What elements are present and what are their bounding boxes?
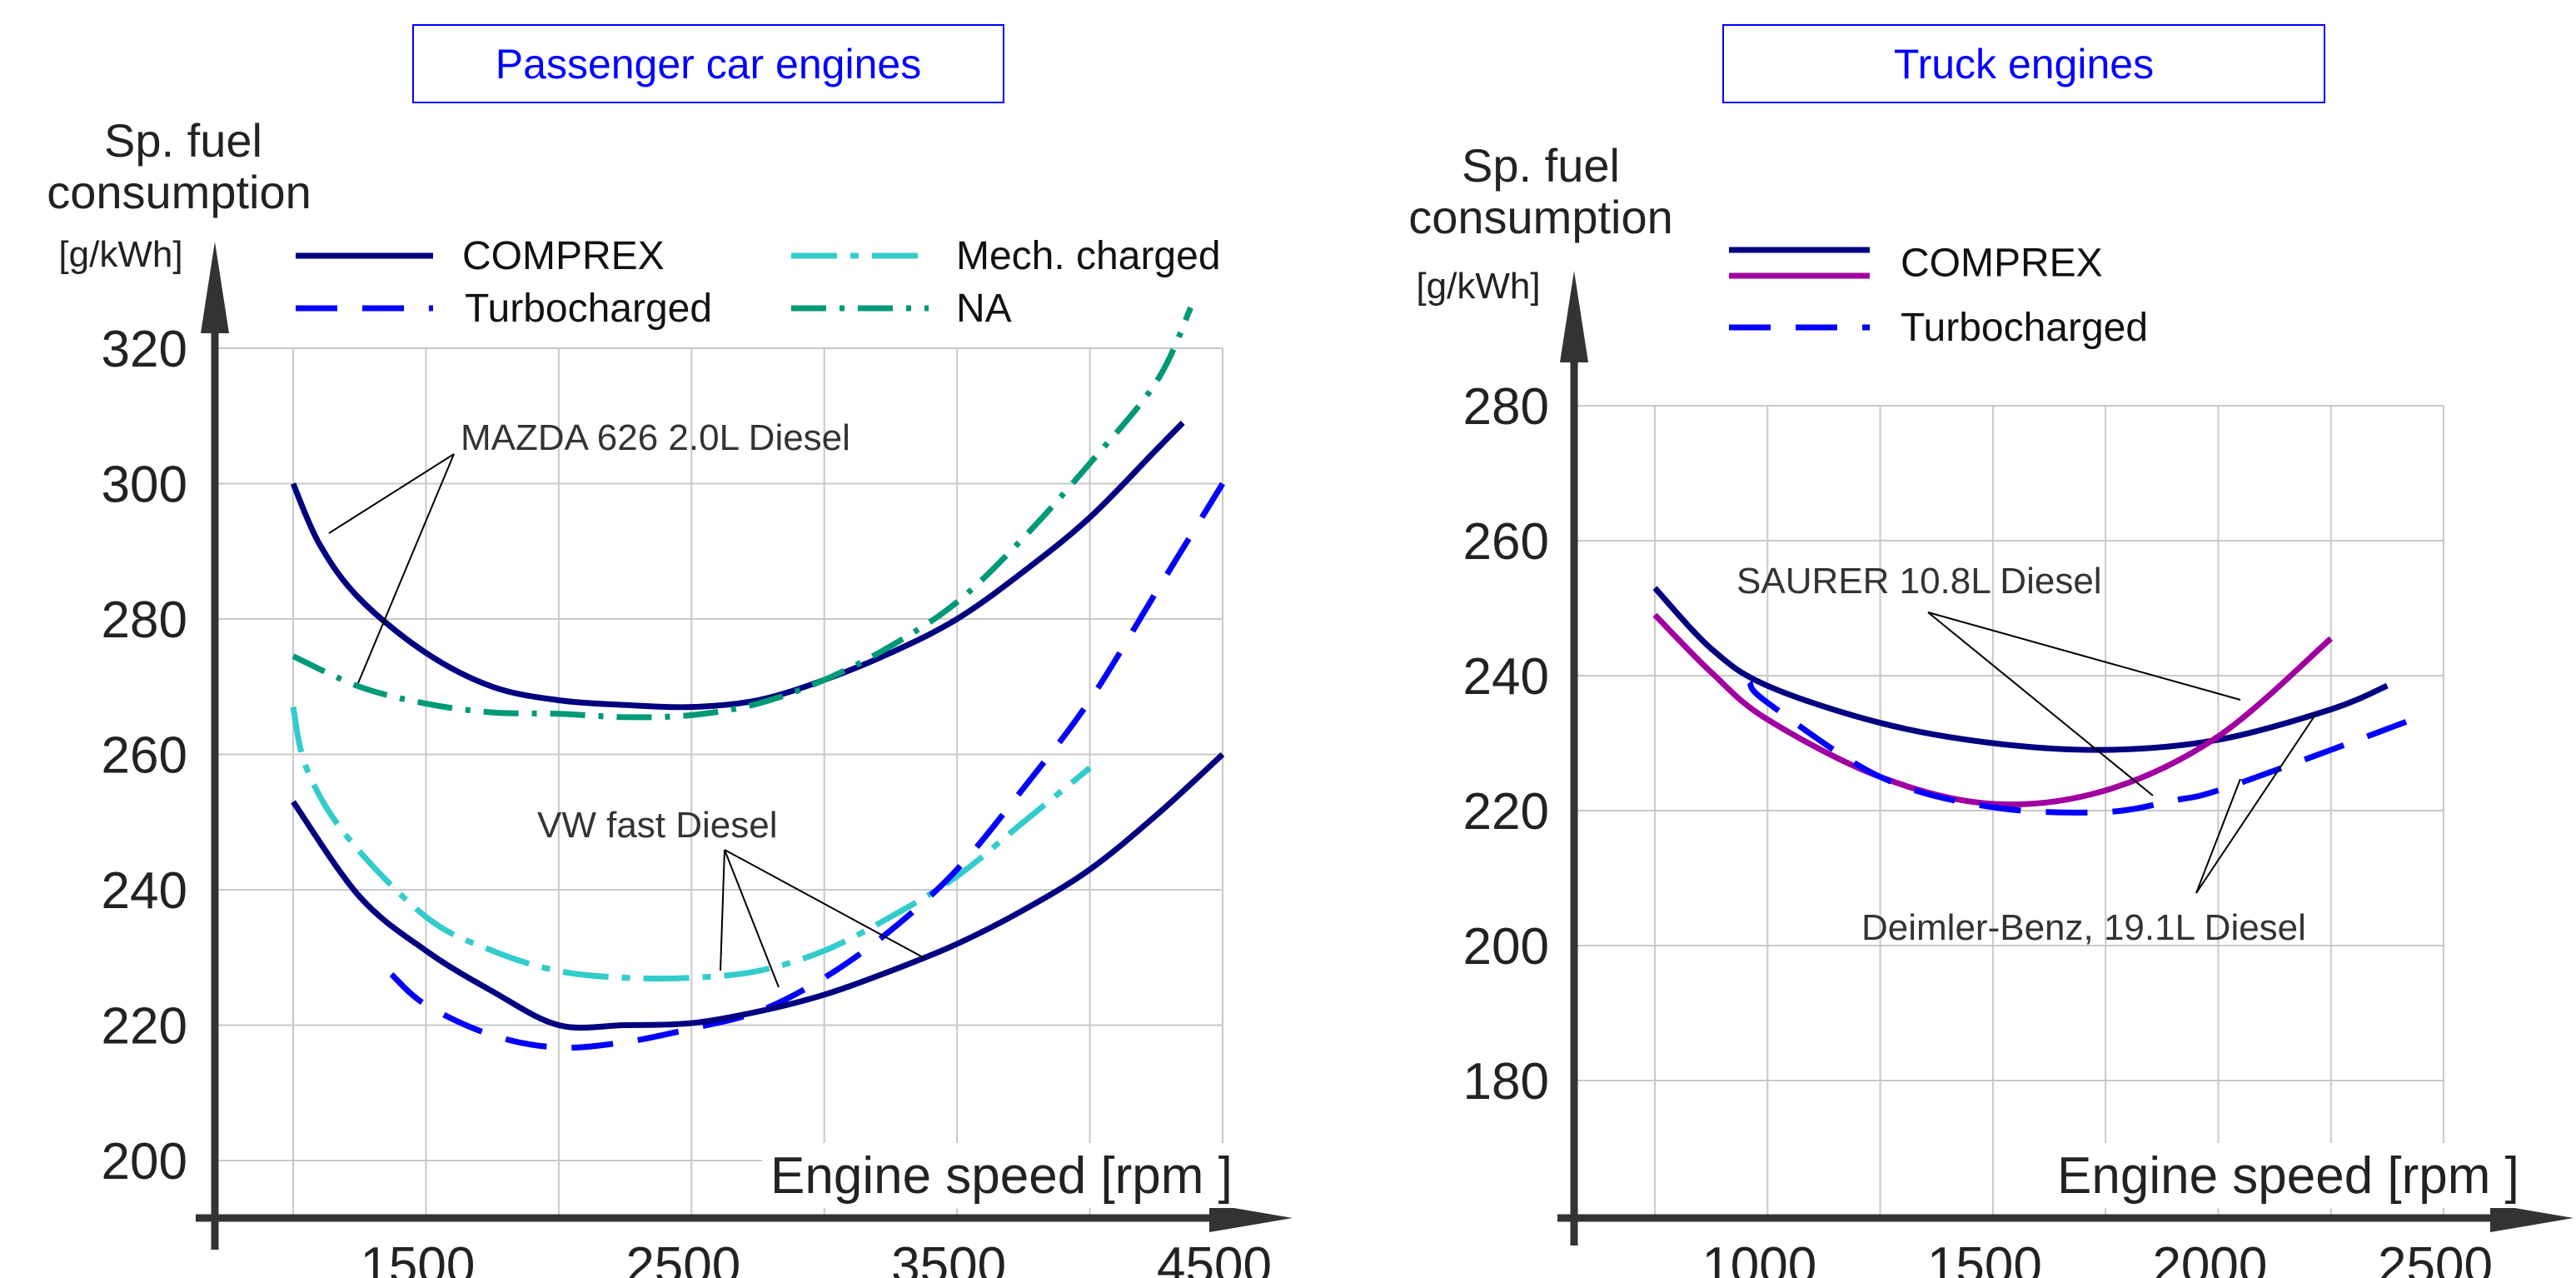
series-line-turbocharged-vw-fast-diesel- xyxy=(389,482,1225,1051)
legend-label: Turbocharged xyxy=(1901,306,2148,350)
legend-label: COMPREX xyxy=(1901,242,2103,286)
y-axis-label: [g/kWh] xyxy=(58,234,182,275)
x-tick-label: 2500 xyxy=(625,1237,740,1278)
annotation-leader-line xyxy=(1927,612,2154,796)
series-line-mech-charged-vw-fast-diesel- xyxy=(290,706,1092,982)
y-tick-label: 220 xyxy=(1463,783,1549,841)
y-tick-label: 220 xyxy=(102,998,187,1056)
legend-label: Mech. charged xyxy=(956,234,1221,278)
x-axis-label-bg xyxy=(2049,1143,2557,1208)
passenger-car-chart: Passenger car engines 200 220 240 260 280 300 3… xyxy=(47,24,1293,1278)
chart-title: Truck engines xyxy=(1894,41,2154,87)
y-tick-label: 260 xyxy=(1463,513,1549,571)
y-tick-label: 320 xyxy=(102,321,187,378)
x-axis-arrow-icon xyxy=(2490,1204,2574,1232)
y-tick-label: 260 xyxy=(102,727,187,785)
series-line-turbocharged xyxy=(1746,680,2423,816)
annotation-leader-line xyxy=(724,849,925,959)
annotation-leader-line xyxy=(2195,714,2316,894)
annotation-label: SAURER 10.8L Diesel xyxy=(1736,561,2102,602)
x-axis-label: Engine speed [rpm ] xyxy=(2057,1147,2519,1205)
y-tick-label: 280 xyxy=(1463,378,1549,436)
series-line-comprex-vw-fast-diesel- xyxy=(291,751,1225,1031)
y-axis-label: Sp. fuel xyxy=(104,114,262,167)
title-box xyxy=(412,24,1004,103)
y-axis-label: Sp. fuel xyxy=(1462,139,1620,192)
y-axis-label: consumption xyxy=(1408,191,1673,243)
y-axis-arrow-icon xyxy=(201,242,229,333)
annotation-leader-line xyxy=(2195,778,2241,894)
y-axis-arrow-icon xyxy=(1560,271,1588,362)
x-tick-label: 2500 xyxy=(2378,1237,2493,1278)
annotation-leader-line xyxy=(720,849,725,971)
x-axis-arrow-icon xyxy=(1209,1204,1293,1232)
series-line-comprex-deimler-benz-19-1l-diesel- xyxy=(1652,612,2334,808)
chart-title: Passenger car engines xyxy=(496,41,921,87)
legend-label: NA xyxy=(956,287,1012,331)
truck-chart: Truck engines 180 200 220 240 260 280 1000 1500 2… xyxy=(1408,24,2574,1278)
legend-label: COMPREX xyxy=(462,234,665,278)
series-line-comprex-saurer-10-8l-diesel- xyxy=(1652,586,2389,753)
x-axis-label: Engine speed [rpm ] xyxy=(770,1147,1233,1205)
y-tick-label: 180 xyxy=(1463,1053,1549,1111)
y-axis-label: consumption xyxy=(47,166,311,218)
annotation-leader-line xyxy=(1927,612,2241,701)
series-line-na-mazda-626-2-0l-diesel- xyxy=(291,306,1193,721)
series-line-comprex-mazda-626-2-0l-diesel- xyxy=(290,420,1185,711)
x-tick-label: 1500 xyxy=(1927,1237,2042,1278)
x-tick-label: 4500 xyxy=(1157,1237,1272,1278)
y-tick-label: 200 xyxy=(1463,918,1549,976)
y-tick-label: 300 xyxy=(102,457,187,514)
annotation-label: Deimler-Benz, 19.1L Diesel xyxy=(1861,907,2306,948)
y-tick-label: 240 xyxy=(102,862,187,920)
x-tick-label: 2000 xyxy=(2152,1237,2267,1278)
y-tick-label: 280 xyxy=(102,592,187,649)
y-axis-label: [g/kWh] xyxy=(1416,266,1540,307)
x-tick-label: 1000 xyxy=(1702,1237,1816,1278)
annotation-label: VW fast Diesel xyxy=(537,805,778,846)
annotation-label: MAZDA 626 2.0L Diesel xyxy=(461,417,850,458)
y-tick-label: 200 xyxy=(102,1133,187,1191)
x-tick-label: 3500 xyxy=(891,1237,1006,1278)
title-box xyxy=(1722,24,2325,103)
y-tick-label: 240 xyxy=(1463,648,1549,706)
annotation-leader-line xyxy=(328,453,455,534)
annotation-leader-line xyxy=(724,849,780,988)
legend-label: Turbocharged xyxy=(465,287,712,331)
x-tick-label: 1500 xyxy=(360,1237,475,1278)
annotation-leader-line xyxy=(357,453,455,684)
x-axis-label-bg xyxy=(762,1143,1270,1208)
